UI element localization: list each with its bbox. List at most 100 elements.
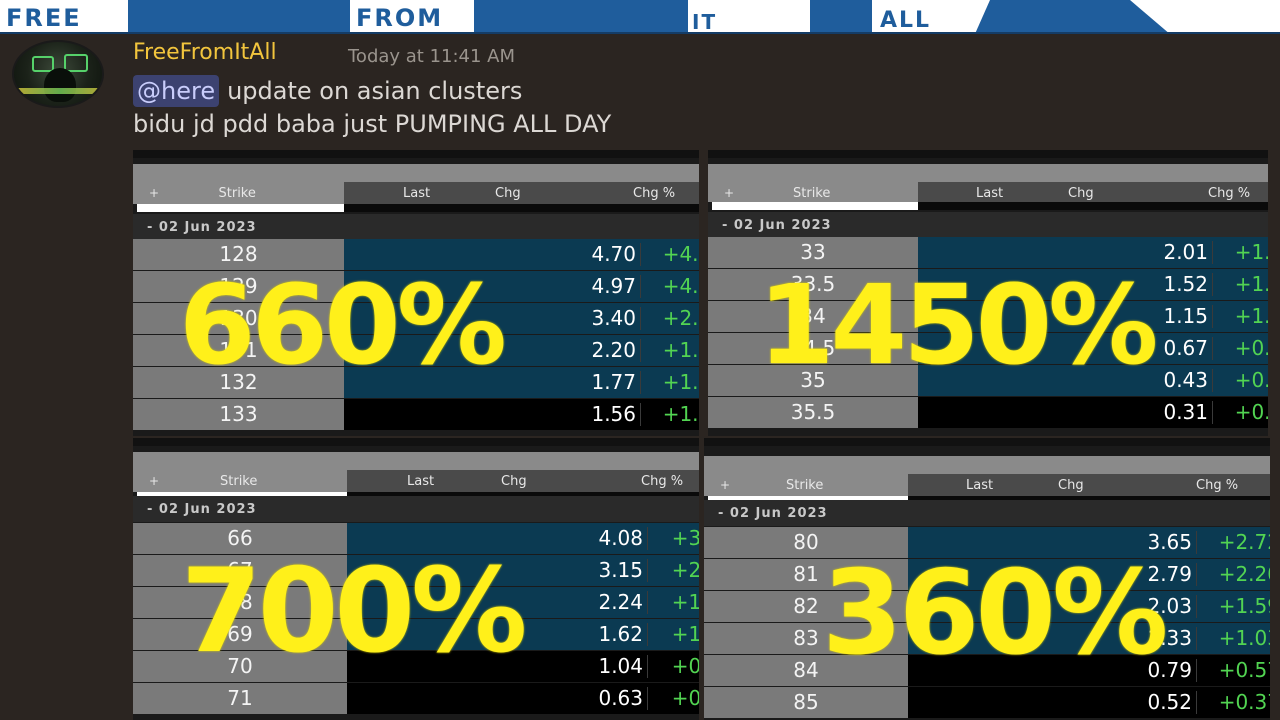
cell-separator	[1196, 659, 1197, 682]
cell-separator	[640, 307, 641, 330]
option-row[interactable]: 701.04+0.91+700.00%	[133, 651, 699, 683]
header-chg[interactable]: Chg	[1068, 186, 1094, 201]
quote-panel-3[interactable]: + Strike Last Chg Chg % - 02 Jun 2023 66 4.08 +3…	[133, 438, 699, 720]
message-username[interactable]: FreeFromItAll	[133, 40, 277, 65]
last-price-cell: 4.97	[591, 274, 636, 298]
expiry-group-header[interactable]: - 02 Jun 2023	[704, 500, 1270, 526]
last-price-cell: 1.15	[1163, 304, 1208, 328]
avatar[interactable]	[12, 40, 104, 108]
option-row[interactable]: 664.08+3.20+363.64%	[133, 523, 699, 555]
strike-cell: 85	[704, 687, 908, 718]
header-strike[interactable]: Strike	[793, 186, 831, 201]
quote-cells: 2.01+1.69+528.12%	[918, 237, 1268, 268]
expand-icon[interactable]: +	[720, 478, 731, 492]
strike-cell: 34	[708, 301, 918, 332]
expand-icon[interactable]: +	[149, 474, 160, 488]
selected-column-indicator	[137, 204, 344, 212]
cell-separator	[1196, 595, 1197, 618]
message-text-1: update on asian clusters	[227, 77, 523, 105]
change-cell: +0.38	[1234, 368, 1268, 392]
expiry-group-header[interactable]: - 02 Jun 2023	[133, 496, 699, 522]
option-row[interactable]: 840.79+0.57+259.09%	[704, 655, 1270, 687]
option-row[interactable]: 341.15+1.00+677.78%	[708, 301, 1268, 333]
header-chg[interactable]: Chg	[495, 186, 521, 201]
header-last[interactable]: Last	[407, 474, 435, 489]
cell-separator	[647, 559, 648, 582]
cell-separator	[1212, 273, 1213, 296]
last-price-cell: 0.67	[1163, 336, 1208, 360]
mention-here[interactable]: @here	[133, 75, 220, 107]
header-chg[interactable]: Chg	[1058, 478, 1084, 493]
expiry-group-header[interactable]: - 02 Jun 2023	[133, 214, 699, 240]
header-last[interactable]: Last	[966, 478, 994, 493]
quote-cells: 2.03+1.59+360.77%	[908, 591, 1270, 622]
last-price-cell: 0.63	[598, 686, 643, 710]
header-last[interactable]: Last	[976, 186, 1004, 201]
strike-cell: 68	[133, 587, 347, 618]
quote-cells: 0.67+0.60+857.14%	[918, 333, 1268, 364]
last-price-cell: 1.56	[591, 402, 636, 426]
header-last[interactable]: Last	[403, 186, 431, 201]
quote-cells: 0.52+0.37+246.67%	[908, 687, 1270, 718]
banner-divider	[0, 32, 1280, 34]
option-row[interactable]: 35.50.31+0.29+1450.00%	[708, 397, 1268, 429]
change-cell: +0.91	[671, 654, 699, 678]
panel-top-strip	[133, 150, 699, 158]
option-row[interactable]: 710.63+0.53+530.00%	[133, 683, 699, 715]
quote-cells: 1.15+1.00+677.78%	[918, 301, 1268, 332]
header-strike[interactable]: Strike	[220, 474, 258, 489]
last-price-cell: 2.20	[591, 338, 636, 362]
quote-panel-4[interactable]: + Strike Last Chg Chg % - 02 Jun 2023 80 3.65 +2…	[704, 438, 1270, 720]
cell-separator	[1212, 337, 1213, 360]
header-chg-pct[interactable]: Chg %	[1196, 478, 1239, 493]
option-row[interactable]: 673.15+2.64+517.65%	[133, 555, 699, 587]
change-cell: +1.34	[1234, 272, 1268, 296]
last-price-cell: 1.62	[598, 622, 643, 646]
panel-header-data-bg	[908, 474, 1270, 496]
expiry-group-header[interactable]: - 02 Jun 2023	[708, 212, 1268, 238]
strike-cell: 80	[704, 527, 908, 558]
header-strike[interactable]: Strike	[218, 186, 256, 201]
last-price-cell: 0.79	[1147, 658, 1192, 682]
option-row[interactable]: 822.03+1.59+360.77%	[704, 591, 1270, 623]
last-price-cell: 3.15	[598, 558, 643, 582]
option-row[interactable]: 350.43+0.38+760.00%	[708, 365, 1268, 397]
header-chg-pct[interactable]: Chg %	[633, 186, 676, 201]
cell-separator	[1212, 369, 1213, 392]
header-strike[interactable]: Strike	[786, 478, 824, 493]
header-chg[interactable]: Chg	[501, 474, 527, 489]
expand-icon[interactable]: +	[149, 186, 160, 200]
quote-panel-2[interactable]: + Strike Last Chg Chg % - 02 Jun 2023 33 2.01 +1…	[708, 150, 1268, 436]
expand-icon[interactable]: +	[724, 186, 735, 200]
strike-cell: 83	[704, 623, 908, 654]
panel-top-strip	[704, 438, 1270, 446]
quote-cells: 1.52+1.34+744.44%	[918, 269, 1268, 300]
panel-header-data-bg	[918, 182, 1268, 202]
strike-cell: 129	[133, 271, 344, 302]
cell-separator	[1212, 241, 1213, 264]
header-chg-pct[interactable]: Chg %	[1208, 186, 1251, 201]
option-row[interactable]: 812.79+2.20+335.94%	[704, 559, 1270, 591]
option-row[interactable]: 831.33+1.03+343.26%	[704, 623, 1270, 655]
option-row[interactable]: 691.62+1.41+671.43%	[133, 619, 699, 651]
expiry-date: - 02 Jun 2023	[722, 218, 832, 233]
cell-separator	[1196, 531, 1197, 554]
cell-separator	[640, 275, 641, 298]
strike-cell: 130	[133, 303, 344, 334]
quote-panel-1[interactable]: + Strike Last Chg Chg % - 02 Jun 2023 128 4.70 +…	[133, 150, 699, 436]
option-row[interactable]: 850.52+0.37+246.67%	[704, 687, 1270, 719]
change-cell: +4.22	[662, 274, 699, 298]
option-row[interactable]: 803.65+2.72+292.47%	[704, 527, 1270, 559]
option-row[interactable]: 34.50.67+0.60+857.14%	[708, 333, 1268, 365]
option-row[interactable]: 682.24+1.92+600.00%	[133, 587, 699, 619]
last-price-cell: 3.40	[591, 306, 636, 330]
option-row[interactable]: 33.51.52+1.34+744.44%	[708, 269, 1268, 301]
header-chg-pct[interactable]: Chg %	[641, 474, 684, 489]
option-row[interactable]: 332.01+1.69+528.12%	[708, 237, 1268, 269]
